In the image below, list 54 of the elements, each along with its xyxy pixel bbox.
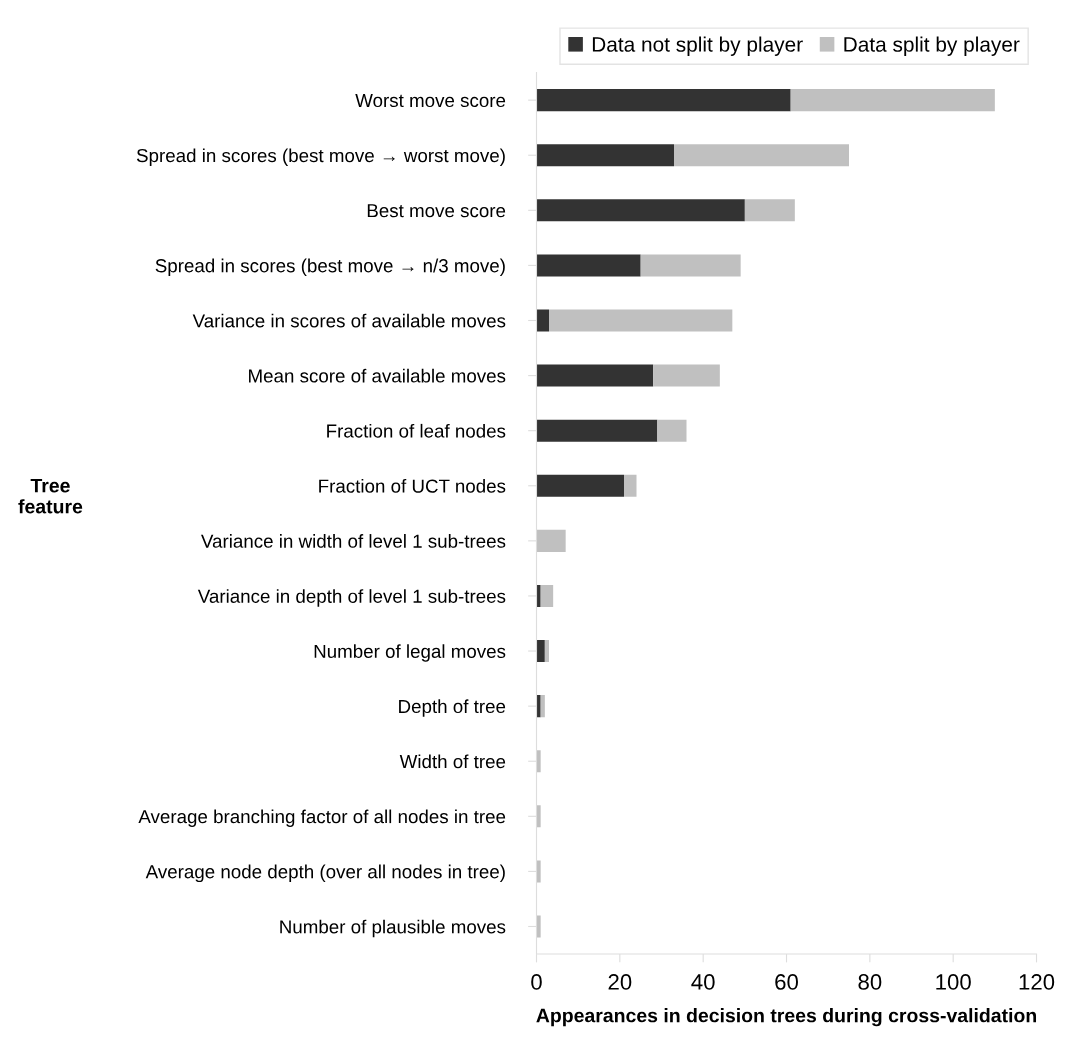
- bar: [536, 89, 791, 112]
- y-tick-label: Variance in depth of level 1 sub-trees: [197, 589, 506, 607]
- bar: [536, 364, 654, 387]
- bar: [536, 199, 745, 222]
- bar: [540, 584, 554, 607]
- bar: [536, 640, 545, 663]
- y-tick-label: Average branching factor of all nodes in tree: [138, 809, 506, 827]
- y-tick-label: Fraction of leaf nodes: [327, 423, 506, 438]
- bar: [536, 254, 641, 277]
- y-axis-title: Tree feature: [18, 478, 83, 514]
- y-tick-label: Number of legal moves: [314, 644, 506, 662]
- bar: [674, 144, 850, 167]
- y-tick-label: Variance in width of level 1 sub-trees: [201, 534, 506, 548]
- x-axis-title: Appearances in decision trees during cross-validation: [536, 1008, 1037, 1027]
- bar: [657, 419, 687, 442]
- bar: [536, 144, 674, 167]
- bar: [790, 89, 995, 112]
- bar: [540, 695, 545, 718]
- bar: [536, 419, 658, 442]
- bar: [536, 805, 541, 828]
- bar: [536, 474, 624, 497]
- y-tick-label: Fraction of UCT nodes: [319, 478, 506, 493]
- x-tick-label: 40: [691, 974, 715, 990]
- y-tick-label: Spread in scores (best move → worst move): [136, 148, 505, 166]
- y-tick-label: Average node depth (over all nodes in tree): [145, 864, 505, 883]
- bar: [536, 860, 541, 883]
- y-tick-label: Variance in scores of available moves: [192, 313, 506, 328]
- legend-label: Data split by player: [844, 36, 1020, 56]
- bar: [536, 529, 566, 552]
- bar: [536, 309, 549, 332]
- bar: [653, 364, 720, 387]
- y-tick-label: Mean score of available moves: [249, 368, 506, 383]
- bar: [544, 640, 549, 663]
- bar: [536, 584, 541, 607]
- y-tick-label: Number of plausible moves: [280, 919, 506, 938]
- bar: [536, 915, 541, 938]
- x-tick-label: 60: [775, 974, 798, 990]
- x-tick-label: 80: [858, 974, 882, 990]
- x-tick-label: 0: [531, 974, 542, 990]
- y-tick-label: Depth of tree: [399, 699, 506, 717]
- legend-label: Data not split by player: [592, 36, 803, 56]
- y-tick-label: Worst move score: [355, 94, 506, 108]
- bar: [624, 474, 637, 497]
- x-tick-label: 120: [1019, 974, 1055, 990]
- x-tick-label: 20: [608, 974, 632, 990]
- y-tick-label: Width of tree: [399, 754, 506, 769]
- bar: [640, 254, 741, 277]
- bar: [549, 309, 733, 332]
- y-tick-label: Spread in scores (best move → n/3 move): [155, 258, 505, 277]
- bar: [744, 199, 795, 222]
- bar: [536, 750, 541, 773]
- x-tick-label: 100: [936, 974, 971, 990]
- bar: [536, 695, 541, 718]
- y-tick-label: Best move score: [367, 204, 506, 218]
